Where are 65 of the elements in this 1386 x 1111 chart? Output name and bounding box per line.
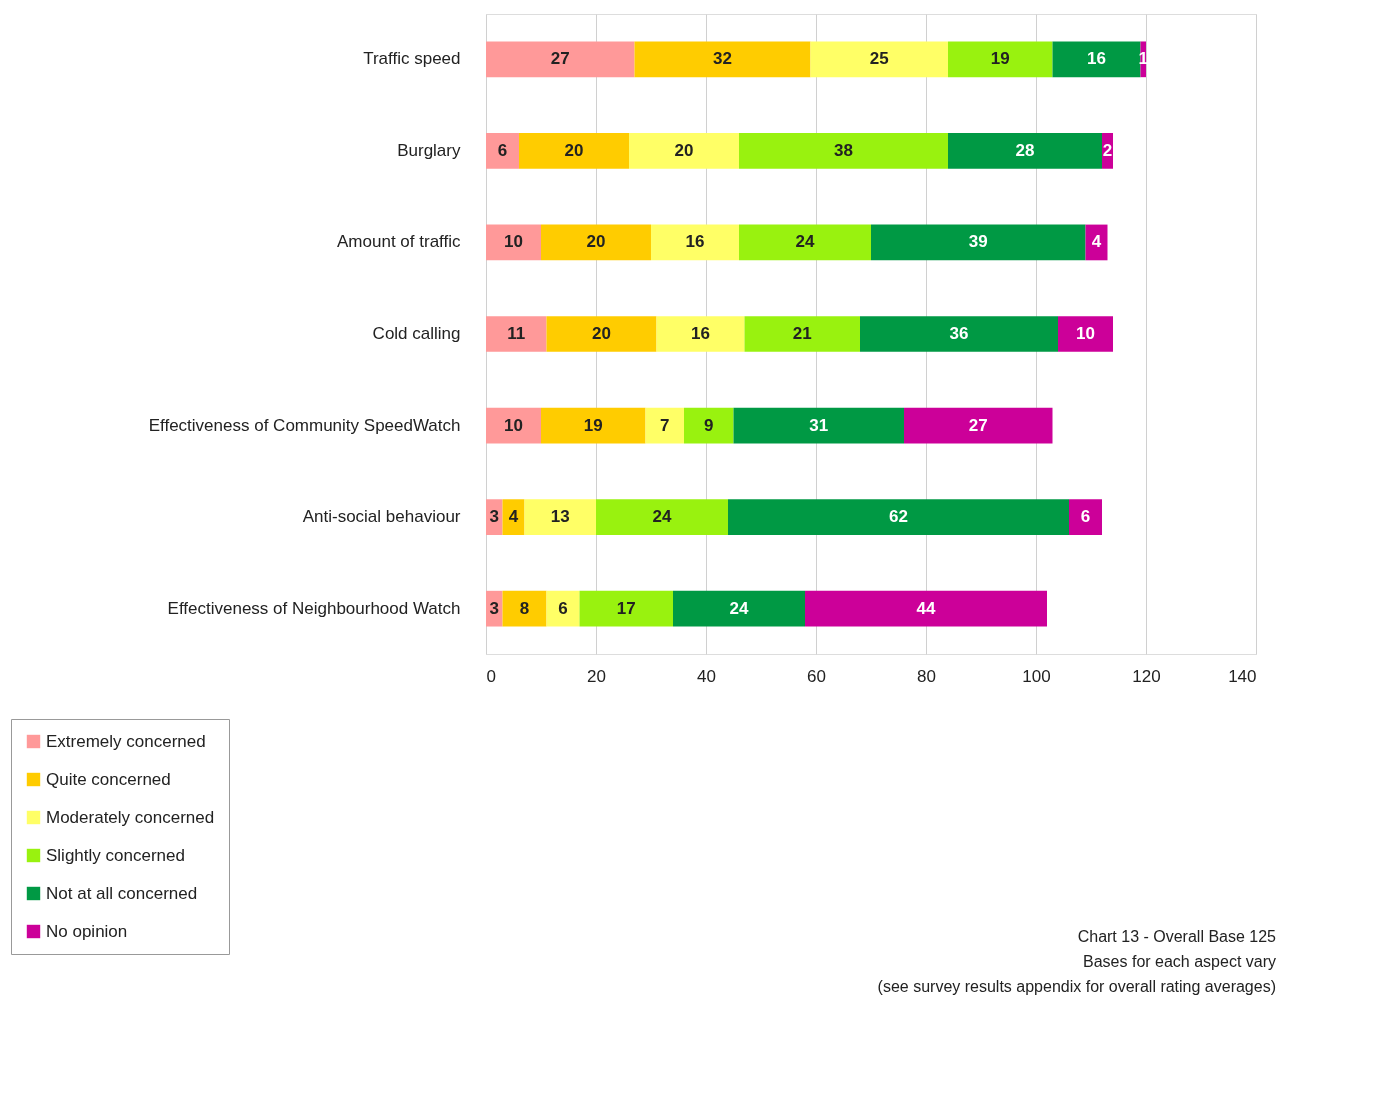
data-label: 44 — [916, 598, 936, 618]
data-label: 24 — [652, 507, 672, 527]
text: (see survey results appendix for overall rating averages) — [877, 978, 1276, 995]
data-label: 10 — [504, 232, 523, 252]
data-label: 6 — [558, 598, 568, 618]
data-label: 20 — [674, 140, 694, 160]
data-label: 28 — [1015, 140, 1035, 160]
data-label: 21 — [792, 324, 812, 343]
data-label: 38 — [834, 140, 853, 160]
y-tick-label: Amount of traffic — [337, 232, 461, 252]
text: Bases for each aspect vary — [1083, 953, 1276, 970]
caption: Chart 13 - Overall Base 125 — [1077, 928, 1277, 945]
y-tick-label: Burglary — [397, 140, 461, 160]
data-label: 6 — [497, 140, 508, 160]
data-label: 39 — [968, 232, 988, 252]
data-label: 20 — [592, 324, 611, 343]
x-tick-label: 20 — [587, 666, 606, 686]
data-label: 8 — [519, 598, 530, 618]
x-tick-label: 100 — [1022, 666, 1051, 686]
y-tick-label: Traffic speed — [363, 49, 461, 69]
legend-label: Quite concerned — [46, 769, 171, 789]
y-tick-label: Cold calling — [372, 324, 461, 343]
data-label: 16 — [685, 232, 705, 252]
legend-label: Extremely concerned — [46, 731, 206, 751]
y-tick-label: Anti-social behaviour — [302, 507, 461, 527]
data-label: 6 — [1080, 507, 1091, 527]
data-label: 27 — [550, 49, 570, 69]
data-label: 24 — [795, 232, 815, 252]
x-tick-label: 40 — [697, 666, 716, 686]
data-label: 3 — [489, 507, 499, 527]
data-label: 3 — [489, 598, 499, 618]
data-label: 36 — [949, 324, 969, 343]
x-tick-label: 140 — [1228, 666, 1257, 686]
data-label: 32 — [713, 49, 732, 69]
data-label: 4 — [1091, 232, 1102, 252]
data-label: 9 — [704, 415, 714, 435]
x-tick-label: 80 — [917, 666, 936, 686]
data-label: 7 — [660, 415, 670, 435]
data-label: 16 — [691, 324, 710, 343]
y-tick-label: Effectiveness of Community SpeedWatch — [148, 415, 461, 435]
data-label: 20 — [564, 140, 584, 160]
data-label: 4 — [508, 507, 519, 527]
legend-label: Not at all concerned — [46, 883, 198, 903]
x-tick-label: 60 — [807, 666, 826, 686]
data-label: 19 — [583, 415, 603, 435]
x-tick-label: 120 — [1132, 666, 1161, 686]
data-label: 25 — [869, 49, 889, 69]
data-label: 27 — [968, 415, 988, 435]
legend-label: No opinion — [46, 921, 128, 941]
data-label: 11 — [507, 324, 526, 343]
legend-label: Moderately concerned — [46, 807, 215, 827]
data-label: 62 — [889, 507, 908, 527]
data-label: 20 — [586, 232, 606, 252]
data-label: 2 — [1102, 140, 1113, 160]
data-label: 13 — [550, 507, 570, 527]
data-label: 19 — [990, 49, 1010, 69]
data-label: 10 — [504, 415, 523, 435]
data-label: 16 — [1087, 49, 1106, 69]
data-label: 10 — [1076, 324, 1095, 343]
data-label: 17 — [616, 598, 636, 618]
data-label: 31 — [809, 415, 829, 435]
x-tick-label: 0 — [486, 666, 496, 686]
y-tick-label: Effectiveness of Neighbourhood Watch — [167, 598, 461, 618]
data-label: 24 — [729, 598, 749, 618]
legend-label: Slightly concerned — [46, 845, 185, 865]
